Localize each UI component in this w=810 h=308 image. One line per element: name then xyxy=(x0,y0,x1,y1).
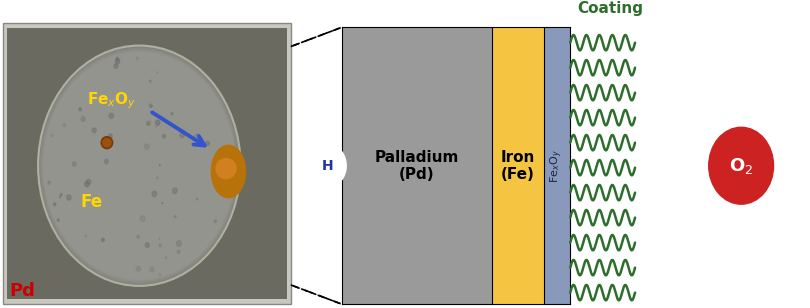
Circle shape xyxy=(101,238,104,242)
Circle shape xyxy=(196,198,198,200)
Circle shape xyxy=(104,160,109,164)
Circle shape xyxy=(116,57,119,60)
Ellipse shape xyxy=(40,47,239,284)
Circle shape xyxy=(162,202,163,204)
Circle shape xyxy=(81,117,85,121)
Bar xyxy=(544,27,570,304)
Circle shape xyxy=(150,267,154,272)
Ellipse shape xyxy=(43,51,236,280)
Ellipse shape xyxy=(38,46,241,286)
Bar xyxy=(492,27,544,304)
Circle shape xyxy=(53,203,56,206)
Text: Fe$_x$O$_y$: Fe$_x$O$_y$ xyxy=(549,149,565,183)
Circle shape xyxy=(177,250,180,253)
Circle shape xyxy=(157,72,158,73)
Ellipse shape xyxy=(39,47,240,285)
Circle shape xyxy=(48,181,50,184)
Text: Palladium
(Pd): Palladium (Pd) xyxy=(374,149,459,182)
Ellipse shape xyxy=(43,51,236,281)
Text: H: H xyxy=(322,159,334,173)
Circle shape xyxy=(156,120,160,125)
Ellipse shape xyxy=(39,47,240,285)
Circle shape xyxy=(136,266,141,271)
Circle shape xyxy=(171,113,173,115)
Ellipse shape xyxy=(40,49,238,283)
Bar xyxy=(7,28,287,299)
Text: Fe$_x$O$_y$: Fe$_x$O$_y$ xyxy=(87,90,137,111)
Circle shape xyxy=(194,134,199,139)
Circle shape xyxy=(109,134,113,138)
Circle shape xyxy=(174,216,176,218)
Circle shape xyxy=(152,191,156,197)
Circle shape xyxy=(163,134,165,138)
Ellipse shape xyxy=(40,48,239,284)
Ellipse shape xyxy=(41,49,237,282)
Text: O$_2$: O$_2$ xyxy=(729,156,753,176)
Circle shape xyxy=(709,127,774,204)
Ellipse shape xyxy=(42,50,237,281)
Text: Fe: Fe xyxy=(81,193,103,211)
Circle shape xyxy=(58,219,59,221)
Circle shape xyxy=(206,141,209,146)
Circle shape xyxy=(149,104,152,107)
Circle shape xyxy=(137,235,139,238)
Bar xyxy=(342,27,492,304)
Circle shape xyxy=(177,241,181,246)
Text: Pd: Pd xyxy=(10,282,36,301)
Circle shape xyxy=(109,113,113,118)
Ellipse shape xyxy=(43,51,236,280)
Circle shape xyxy=(159,238,160,239)
Circle shape xyxy=(136,57,139,59)
Circle shape xyxy=(149,80,151,82)
Text: Coating: Coating xyxy=(578,1,644,16)
Circle shape xyxy=(157,177,158,178)
Ellipse shape xyxy=(100,136,113,149)
Circle shape xyxy=(220,150,223,153)
Circle shape xyxy=(214,220,216,223)
Circle shape xyxy=(147,121,150,125)
Ellipse shape xyxy=(215,158,237,179)
Circle shape xyxy=(180,133,185,138)
Ellipse shape xyxy=(40,48,238,283)
Circle shape xyxy=(79,108,81,111)
Circle shape xyxy=(85,235,87,237)
Circle shape xyxy=(159,244,161,247)
Ellipse shape xyxy=(102,138,112,148)
Ellipse shape xyxy=(42,51,237,281)
Ellipse shape xyxy=(211,144,246,198)
Circle shape xyxy=(144,144,149,149)
Circle shape xyxy=(140,216,145,221)
Circle shape xyxy=(173,188,177,193)
Circle shape xyxy=(85,182,89,187)
Ellipse shape xyxy=(42,50,237,282)
Circle shape xyxy=(66,195,71,200)
Circle shape xyxy=(165,257,167,258)
Bar xyxy=(3,23,291,304)
Ellipse shape xyxy=(38,46,241,286)
Circle shape xyxy=(114,64,117,68)
Circle shape xyxy=(63,124,66,127)
Circle shape xyxy=(59,196,61,198)
Text: Iron
(Fe): Iron (Fe) xyxy=(501,149,535,182)
Circle shape xyxy=(115,59,120,64)
Ellipse shape xyxy=(40,48,238,283)
Circle shape xyxy=(60,193,62,196)
Circle shape xyxy=(72,162,76,166)
Circle shape xyxy=(145,243,149,248)
Ellipse shape xyxy=(41,50,237,282)
Ellipse shape xyxy=(40,47,239,284)
Circle shape xyxy=(92,128,96,133)
Circle shape xyxy=(87,179,91,184)
Ellipse shape xyxy=(39,46,240,285)
Ellipse shape xyxy=(41,49,237,282)
Circle shape xyxy=(51,134,53,137)
Circle shape xyxy=(310,144,346,187)
